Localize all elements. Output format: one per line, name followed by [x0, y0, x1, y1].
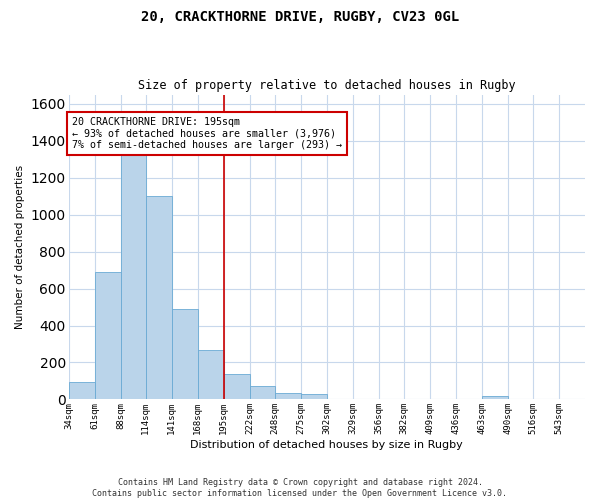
Y-axis label: Number of detached properties: Number of detached properties [15, 165, 25, 329]
Title: Size of property relative to detached houses in Rugby: Size of property relative to detached ho… [138, 79, 515, 92]
Text: 20, CRACKTHORNE DRIVE, RUGBY, CV23 0GL: 20, CRACKTHORNE DRIVE, RUGBY, CV23 0GL [141, 10, 459, 24]
Bar [68, 382, 95, 400]
Bar [275, 393, 301, 400]
Bar [172, 309, 197, 400]
X-axis label: Distribution of detached houses by size in Rugby: Distribution of detached houses by size … [190, 440, 463, 450]
Bar [121, 154, 146, 400]
Bar [250, 386, 275, 400]
Bar [301, 394, 327, 400]
Text: 20 CRACKTHORNE DRIVE: 195sqm
← 93% of detached houses are smaller (3,976)
7% of : 20 CRACKTHORNE DRIVE: 195sqm ← 93% of de… [73, 116, 343, 150]
Text: Contains HM Land Registry data © Crown copyright and database right 2024.
Contai: Contains HM Land Registry data © Crown c… [92, 478, 508, 498]
Bar [95, 272, 121, 400]
Bar [482, 396, 508, 400]
Bar [197, 350, 224, 400]
Bar [224, 374, 250, 400]
Bar [146, 196, 172, 400]
